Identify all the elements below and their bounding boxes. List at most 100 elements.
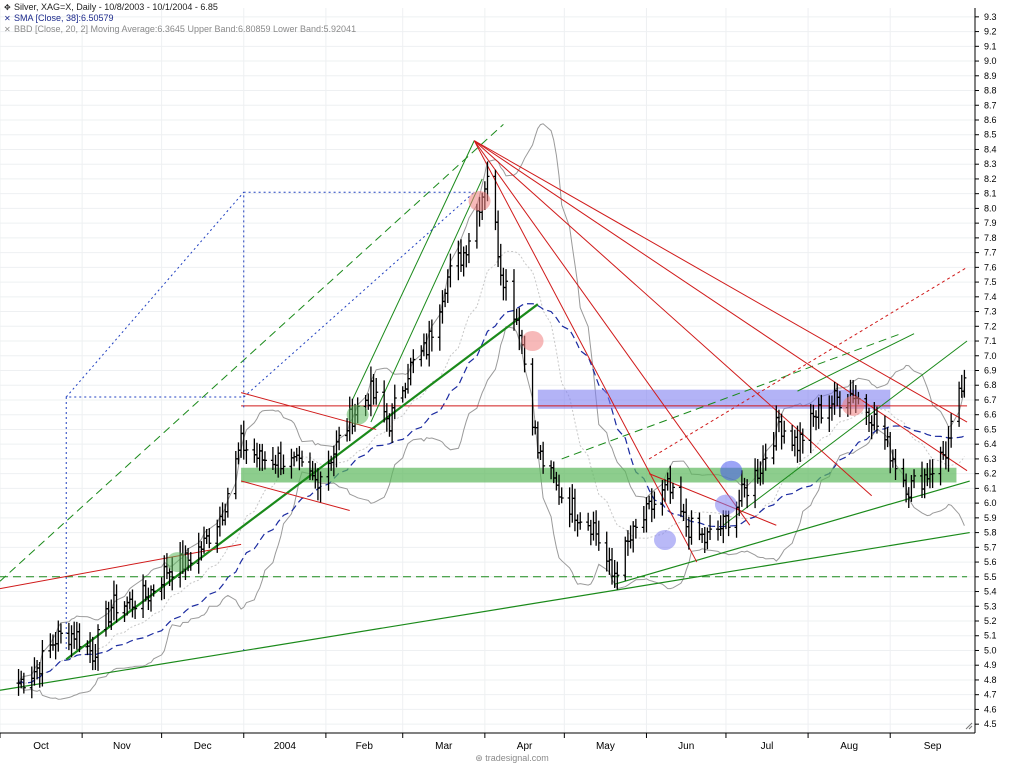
ohlc-bar-stroke xyxy=(586,512,591,531)
x-tick-label: Aug xyxy=(840,741,858,752)
chart-gridlines xyxy=(0,8,975,733)
ohlc-bar xyxy=(498,243,503,286)
ohlc-bar xyxy=(374,378,379,405)
x-tick-label: Nov xyxy=(113,741,131,752)
ohlc-bar xyxy=(615,561,620,590)
ohlc-bar xyxy=(946,426,951,472)
x-tick-label: 2004 xyxy=(274,741,297,752)
y-tick-label: 6.8 xyxy=(984,380,997,390)
ohlc-bar xyxy=(708,514,713,541)
ohlc-bar xyxy=(517,307,522,351)
y-tick-label: 4.8 xyxy=(984,675,997,685)
y-tick-label: 6.4 xyxy=(984,439,997,449)
ohlc-bar-stroke xyxy=(220,502,225,526)
ohlc-bar-stroke xyxy=(567,487,572,528)
ohlc-bar xyxy=(122,601,127,622)
y-tick-label: 8.5 xyxy=(984,130,997,140)
ohlc-bar-stroke xyxy=(705,527,710,550)
y-tick-label: 4.6 xyxy=(984,704,997,714)
main-uptrend-thick xyxy=(65,303,539,661)
ohlc-bar-stroke xyxy=(782,420,787,444)
ohlc-bar-stroke xyxy=(21,672,26,694)
resistance-zone-6-7 xyxy=(537,389,891,409)
ohlc-bar-stroke xyxy=(530,358,535,436)
ohlc-bar xyxy=(196,532,201,574)
ohlc-bar xyxy=(716,520,721,541)
ohlc-bar-stroke xyxy=(504,269,509,301)
ohlc-bar xyxy=(114,584,119,623)
red-dashed-projection xyxy=(648,266,968,460)
ohlc-bar xyxy=(647,495,652,510)
watermark-footer: ⊛ tradesignal.com xyxy=(0,753,1024,764)
ohlc-bar xyxy=(689,510,694,545)
ohlc-bar xyxy=(610,548,615,585)
ohlc-bar-stroke xyxy=(541,441,546,474)
ohlc-bar-stroke xyxy=(96,624,101,671)
ohlc-bar xyxy=(427,320,432,367)
ohlc-bar xyxy=(538,445,543,460)
legend-bbd-text: BBD [Close, 20, 2] Moving Average:6.3645… xyxy=(14,24,357,34)
circle-blue-jul xyxy=(714,494,737,515)
ohlc-bar xyxy=(366,393,371,410)
ohlc-bar xyxy=(40,640,45,687)
ohlc-bar-stroke xyxy=(366,393,371,410)
ohlc-bar xyxy=(111,580,116,621)
support-trendline-may xyxy=(614,480,970,585)
y-tick-label: 8.8 xyxy=(984,86,997,96)
ohlc-bar-stroke xyxy=(808,403,813,454)
y-tick-label: 7.7 xyxy=(984,248,997,258)
ohlc-bar-stroke xyxy=(962,369,967,398)
y-tick-label: 6.2 xyxy=(984,469,997,479)
ohlc-bar xyxy=(814,410,819,431)
ohlc-bar xyxy=(96,624,101,671)
ohlc-bar-stroke xyxy=(390,403,395,444)
ohlc-bar-stroke xyxy=(66,623,71,651)
ohlc-bar xyxy=(466,233,471,264)
ohlc-bar xyxy=(257,443,262,471)
ohlc-bar-stroke xyxy=(427,320,432,367)
ohlc-bar xyxy=(837,391,842,418)
ohlc-bar-stroke xyxy=(244,440,249,465)
ohlc-bar-stroke xyxy=(223,503,228,526)
ohlc-bar xyxy=(262,451,267,470)
ohlc-bar xyxy=(244,440,249,465)
ohlc-bar xyxy=(697,512,702,541)
ohlc-bar xyxy=(202,526,207,554)
x-tick-label: Jun xyxy=(678,741,694,752)
ohlc-bar-stroke xyxy=(151,584,156,597)
long-term-uptrend xyxy=(0,532,970,691)
ohlc-bar-stroke xyxy=(615,561,620,590)
ohlc-bar-stroke xyxy=(40,640,45,687)
ohlc-bar xyxy=(596,520,601,551)
ohlc-bar-stroke xyxy=(337,426,342,451)
ohlc-bar-stroke xyxy=(594,510,599,546)
ohlc-bar xyxy=(591,511,596,541)
ohlc-bar-stroke xyxy=(837,391,842,418)
y-tick-label: 5.6 xyxy=(984,557,997,567)
legend-instrument: ✥ Silver, XAG=X, Daily - 10/8/2003 - 10/1… xyxy=(4,2,356,13)
ohlc-bar xyxy=(670,482,675,500)
circle-blue-jul-2 xyxy=(720,460,743,481)
ohlc-bar xyxy=(869,415,874,440)
ohlc-bar-stroke xyxy=(517,307,522,351)
resize-corner-icon[interactable] xyxy=(965,722,973,730)
ohlc-bar-stroke xyxy=(374,378,379,405)
y-tick-label: 7.2 xyxy=(984,321,997,331)
ohlc-bar-stroke xyxy=(893,449,898,480)
ohlc-bar xyxy=(241,420,246,460)
ohlc-bar-stroke xyxy=(466,233,471,264)
ohlc-bar-stroke xyxy=(461,246,466,277)
x-tick-label: Dec xyxy=(194,741,212,752)
ohlc-bar-stroke xyxy=(114,584,119,623)
y-tick-label: 9.3 xyxy=(984,12,997,22)
x-tick-label: May xyxy=(596,741,615,752)
ohlc-bar-stroke xyxy=(604,531,609,572)
ohlc-bar xyxy=(127,591,132,610)
ohlc-bar xyxy=(390,403,395,444)
ohlc-bar-stroke xyxy=(456,240,461,281)
ohlc-bar xyxy=(88,632,93,663)
ohlc-bar-stroke xyxy=(930,459,935,489)
ohlc-bars xyxy=(16,161,967,699)
y-tick-label: 7.5 xyxy=(984,277,997,287)
ohlc-bar xyxy=(530,358,535,436)
